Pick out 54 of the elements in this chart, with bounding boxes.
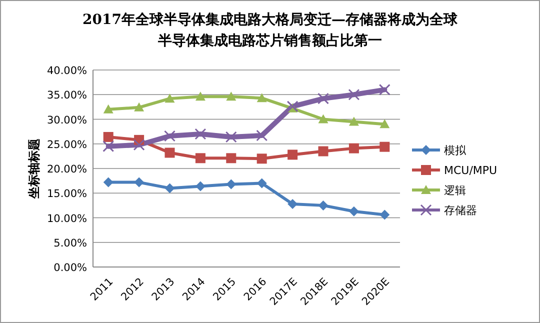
y-tick-label: 10.00% [46, 212, 88, 225]
point [133, 139, 145, 151]
point [286, 100, 298, 112]
point [256, 178, 267, 188]
point [103, 177, 114, 188]
y-tick-label: 15.00% [46, 188, 88, 200]
point [318, 114, 328, 124]
y-axis-title: 坐标轴标题 [27, 138, 41, 200]
point [288, 198, 298, 209]
point [102, 140, 114, 152]
point [103, 132, 114, 142]
point [195, 181, 206, 192]
point [164, 183, 175, 194]
point [348, 88, 360, 100]
legend-label: 逻辑 [444, 184, 466, 197]
point [164, 148, 175, 158]
y-tick-label: 25.00% [46, 138, 88, 151]
point [225, 131, 237, 143]
point [256, 130, 268, 142]
legend-label: 模拟 [444, 144, 467, 157]
point [226, 153, 236, 164]
y-tick-label: 0.00% [54, 262, 88, 274]
y-tick-label: 5.00% [54, 237, 88, 250]
y-tick-label: 20.00% [46, 164, 88, 176]
point [164, 130, 176, 142]
point [348, 206, 359, 216]
y-tick-label: 40.00% [46, 65, 88, 77]
point [288, 150, 298, 160]
chart-title: 2017年全球半导体集成电路大格局变迁—存储器将成为全球 [82, 11, 458, 28]
point [318, 92, 329, 104]
point [164, 94, 175, 103]
point [348, 143, 359, 154]
y-tick-label: 35.00% [46, 90, 88, 102]
point [134, 177, 144, 188]
point [256, 93, 267, 102]
point [226, 179, 236, 190]
point [195, 92, 206, 101]
point [380, 119, 390, 128]
point [194, 128, 206, 140]
legend-label: 存储器 [444, 204, 477, 217]
point [318, 146, 328, 156]
point [348, 116, 359, 126]
y-tick-label: 30.00% [46, 114, 88, 126]
point [134, 102, 144, 112]
point [256, 154, 267, 164]
point [380, 210, 390, 220]
point [318, 200, 328, 210]
point [195, 153, 206, 164]
point [380, 142, 390, 152]
point [226, 92, 236, 101]
legend-label: MCU/MPU [444, 164, 498, 177]
point [103, 104, 114, 114]
point [378, 84, 390, 96]
chart-subtitle: 半导体集成电路芯片销售额占比第一 [157, 32, 382, 49]
